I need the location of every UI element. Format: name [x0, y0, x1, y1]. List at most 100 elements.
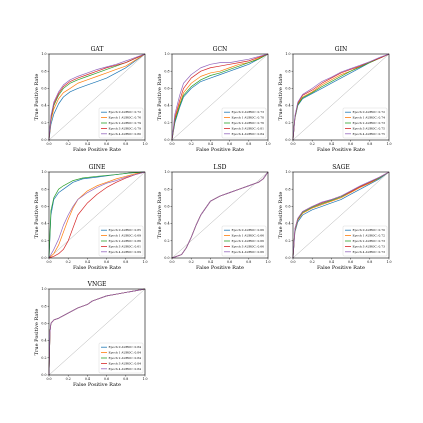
- legend-box: [342, 225, 388, 257]
- panel-title: GINE: [89, 164, 106, 171]
- roc-curve-epoch-0: [292, 171, 390, 259]
- chance-diagonal: [292, 53, 390, 141]
- legend-label: Epoch 3 AUROC: 0.73: [353, 244, 386, 248]
- x-tick-label: 1.0: [265, 142, 270, 146]
- x-tick-label: 1.0: [265, 260, 270, 264]
- legend-box: [342, 107, 388, 139]
- x-axis-label: False Positive Rate: [196, 147, 244, 153]
- y-tick-label: 0.4: [164, 104, 169, 108]
- legend-label: Epoch 3 AUROC: 0.66: [232, 244, 265, 248]
- legend-box: [98, 342, 144, 374]
- roc-panel-vnge: 0.0 0.2 0.4 0.6 0.8 1.0 0.0 0.2 0.4 0.6 0.8 1.0 VNGE…: [34, 281, 148, 388]
- legend-label: Epoch 1 AUROC: 0.66: [232, 234, 265, 238]
- y-tick-label: 1.0: [41, 52, 46, 56]
- y-tick-label: 0.6: [285, 205, 290, 209]
- y-tick-label: 0.2: [285, 239, 290, 243]
- y-axis-label: True Positive Rate: [34, 192, 40, 239]
- y-tick-label: 0.0: [164, 256, 169, 260]
- chance-diagonal: [48, 288, 146, 376]
- roc-curve-epoch-1: [48, 53, 146, 141]
- plot-frame: [48, 171, 146, 259]
- plot-frame: [48, 53, 146, 141]
- x-tick-label: 0.8: [367, 142, 372, 146]
- y-tick-label: 0.6: [164, 205, 169, 209]
- legend-box: [221, 107, 267, 139]
- x-tick-label: 0.4: [329, 142, 334, 146]
- x-tick-label: 0.6: [348, 260, 353, 264]
- y-tick-label: 0.0: [41, 256, 46, 260]
- legend-label: Epoch 0 AUROC: 0.66: [232, 228, 265, 232]
- x-tick-label: 0.0: [46, 377, 51, 381]
- y-tick-label: 0.8: [41, 304, 46, 308]
- x-tick-label: 0.6: [348, 142, 353, 146]
- chance-diagonal: [292, 171, 390, 259]
- y-tick-label: 0.6: [285, 87, 290, 91]
- legend-label: Epoch 0 AUROC: 0.73: [232, 110, 265, 114]
- panel-title: GIN: [335, 46, 347, 53]
- x-tick-label: 0.6: [227, 142, 232, 146]
- x-axis-label: False Positive Rate: [317, 147, 365, 153]
- legend-label: Epoch 1 AUROC: 0.78: [232, 116, 265, 120]
- x-tick-label: 0.8: [367, 260, 372, 264]
- y-tick-label: 0.4: [164, 222, 169, 226]
- chance-diagonal: [48, 171, 146, 259]
- legend-label: Epoch 1 AUROC: 0.69: [109, 234, 142, 238]
- legend-label: Epoch 4 AUROC: 0.73: [353, 250, 386, 254]
- y-tick-label: 0.6: [41, 322, 46, 326]
- x-tick-label: 0.0: [169, 260, 174, 264]
- x-axis-label: False Positive Rate: [73, 382, 121, 388]
- y-tick-label: 0.8: [164, 69, 169, 73]
- y-tick-label: 0.4: [41, 339, 46, 343]
- x-tick-label: 0.8: [123, 260, 128, 264]
- legend-box: [221, 225, 267, 257]
- plot-frame: [171, 53, 269, 141]
- legend-label: Epoch 0 AUROC: 0.85: [109, 228, 142, 232]
- legend-label: Epoch 3 AUROC: 0.84: [109, 361, 142, 365]
- y-tick-label: 0.4: [285, 222, 290, 226]
- plot-frame: [48, 288, 146, 376]
- x-tick-label: 1.0: [142, 260, 147, 264]
- x-tick-label: 0.2: [310, 142, 315, 146]
- roc-curve-epoch-4: [292, 171, 390, 259]
- y-tick-label: 0.0: [164, 138, 169, 142]
- panel-title: SAGE: [332, 164, 350, 171]
- y-tick-label: 0.2: [285, 121, 290, 125]
- y-tick-label: 0.2: [164, 239, 169, 243]
- legend-label: Epoch 3 AUROC: 0.61: [109, 244, 142, 248]
- roc-panel-lsd: 0.0 0.2 0.4 0.6 0.8 1.0 0.0 0.2 0.4 0.6 0.8 1.0 LSD F…: [157, 164, 271, 271]
- y-tick-label: 0.8: [41, 187, 46, 191]
- legend-label: Epoch 4 AUROC: 0.84: [109, 367, 142, 371]
- legend-label: Epoch 0 AUROC: 0.72: [353, 110, 386, 114]
- y-tick-label: 0.2: [41, 239, 46, 243]
- legend-box: [98, 225, 144, 257]
- x-tick-label: 0.2: [66, 142, 71, 146]
- x-tick-label: 0.0: [169, 142, 174, 146]
- x-tick-label: 1.0: [142, 142, 147, 146]
- y-tick-label: 1.0: [164, 52, 169, 56]
- x-tick-label: 0.8: [123, 142, 128, 146]
- legend-box: [98, 107, 144, 139]
- roc-curve-epoch-4: [171, 53, 269, 141]
- y-tick-label: 0.6: [164, 87, 169, 91]
- chance-diagonal: [48, 53, 146, 141]
- panel-title: VNGE: [87, 281, 107, 288]
- y-tick-label: 0.6: [41, 87, 46, 91]
- y-tick-label: 0.0: [41, 373, 46, 377]
- y-tick-label: 0.0: [285, 256, 290, 260]
- x-tick-label: 1.0: [142, 377, 147, 381]
- x-tick-label: 0.4: [85, 142, 90, 146]
- y-tick-label: 0.6: [41, 205, 46, 209]
- roc-curve-epoch-0: [171, 53, 269, 141]
- x-tick-label: 0.4: [85, 377, 90, 381]
- legend-label: Epoch 2 AUROC: 0.73: [353, 121, 386, 125]
- x-axis-label: False Positive Rate: [317, 265, 365, 271]
- y-axis-label: True Positive Rate: [278, 192, 284, 239]
- y-tick-label: 0.8: [285, 69, 290, 73]
- legend-label: Epoch 2 AUROC: 0.86: [109, 239, 142, 243]
- roc-panel-gat: 0.0 0.2 0.4 0.6 0.8 1.0 0.0 0.2 0.4 0.6 0.8 1.0 GAT F…: [34, 46, 148, 153]
- legend-label: Epoch 2 AUROC: 0.66: [232, 239, 265, 243]
- roc-curve-epoch-4: [48, 288, 146, 376]
- roc-curve-epoch-2: [171, 53, 269, 141]
